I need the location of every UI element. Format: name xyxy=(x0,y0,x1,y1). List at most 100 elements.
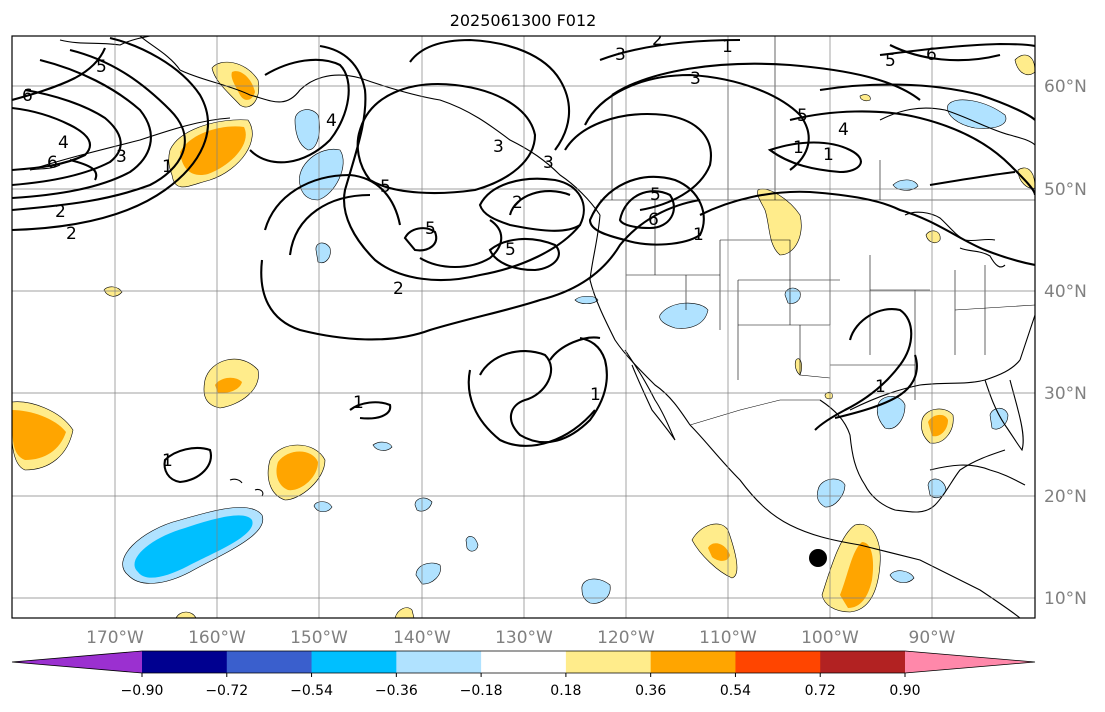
positive-anomaly-patch xyxy=(824,391,833,400)
positive-anomaly-patch xyxy=(394,607,415,618)
positive-anomaly-patch-core xyxy=(12,410,66,460)
negative-anomaly-patch xyxy=(876,396,906,430)
contour-label: 2 xyxy=(512,193,523,213)
negative-anomaly-patch xyxy=(294,109,320,151)
contour-label: 3 xyxy=(493,137,504,157)
colorbar-tick-label: −0.72 xyxy=(205,683,248,699)
negative-anomaly-patch xyxy=(574,295,599,305)
lat-label: 10°N xyxy=(1044,589,1087,609)
positive-anomaly-patch-core xyxy=(708,543,730,561)
colorbar-segment xyxy=(396,651,482,673)
contour-label: 5 xyxy=(797,106,808,126)
contour-label: 5 xyxy=(650,185,661,205)
colorbar-segment xyxy=(311,651,397,673)
colorbar-extend-min xyxy=(12,651,142,673)
contour-label: 6 xyxy=(47,153,58,173)
colorbar-tick-label: −0.54 xyxy=(290,683,333,699)
contour-label: 2 xyxy=(66,224,77,244)
lat-label: 20°N xyxy=(1044,487,1087,507)
negative-anomaly-patch-core xyxy=(134,515,253,578)
lat-label: 60°N xyxy=(1044,77,1087,97)
contour-lines xyxy=(12,36,1035,484)
colorbar-tick-label: −0.36 xyxy=(375,683,418,699)
anomaly-shading xyxy=(12,54,1035,618)
contour-label: 1 xyxy=(875,377,886,397)
contour-label: 5 xyxy=(96,57,107,77)
positive-anomaly-patch xyxy=(757,188,802,256)
lon-label: 120°W xyxy=(597,628,655,648)
contour-label: 5 xyxy=(425,219,436,239)
lon-label: 170°W xyxy=(86,628,144,648)
colorbar-tick-label: 0.18 xyxy=(550,683,581,699)
colorbar-tick-label: 0.54 xyxy=(720,683,751,699)
contour-label: 5 xyxy=(380,177,391,197)
latitude-labels: 60°N 50°N 40°N 30°N 20°N 10°N xyxy=(1044,77,1087,609)
positive-anomaly-patch-core xyxy=(231,71,255,100)
positive-anomaly-patch xyxy=(103,286,123,297)
contour-label: 3 xyxy=(116,147,127,167)
colorbar-segment xyxy=(226,651,313,673)
contour-label: 6 xyxy=(648,210,659,230)
colorbar-segment xyxy=(820,651,906,673)
contour-label: 3 xyxy=(615,45,626,65)
storm-center-dot xyxy=(809,549,827,567)
longitude-labels: 170°W 160°W 150°W 140°W 130°W 120°W 110°… xyxy=(86,628,956,648)
contour-label: 4 xyxy=(58,133,69,153)
positive-anomaly-patch xyxy=(1014,54,1035,75)
contour-label: 2 xyxy=(393,279,404,299)
contour-label: 2 xyxy=(652,30,663,50)
colorbar-tick-label: 0.90 xyxy=(889,683,920,699)
colorbar: −0.90 −0.72 −0.54 −0.36 −0.18 0.18 0.36 0.54 0.7… xyxy=(11,650,1036,699)
lat-label: 30°N xyxy=(1044,384,1087,404)
colorbar-tick-label: 0.72 xyxy=(805,683,836,699)
colorbar-tick-label: −0.90 xyxy=(121,683,164,699)
positive-anomaly-patch-core xyxy=(180,126,246,176)
contour-label: 1 xyxy=(793,138,804,158)
contour-label: 4 xyxy=(326,111,337,131)
negative-anomaly-patch xyxy=(315,242,331,263)
negative-anomaly-patch xyxy=(581,578,611,604)
positive-anomaly-patch xyxy=(925,230,941,244)
contour-label: 3 xyxy=(543,153,554,173)
lon-label: 110°W xyxy=(699,628,757,648)
colorbar-segment xyxy=(481,651,567,673)
positive-anomaly-patch-core xyxy=(215,377,242,394)
negative-anomaly-patch xyxy=(414,497,433,512)
contour-label: 1 xyxy=(353,393,364,413)
map-frame xyxy=(11,35,1036,619)
negative-anomaly-patch xyxy=(889,570,915,583)
contour-label: 1 xyxy=(693,225,704,245)
contour-label: 3 xyxy=(690,69,701,89)
positive-anomaly-patch-core xyxy=(840,542,874,608)
positive-anomaly-patch xyxy=(1017,167,1035,189)
lon-label: 100°W xyxy=(801,628,859,648)
colorbar-segment xyxy=(650,651,736,673)
positive-anomaly-patch-core xyxy=(928,414,948,437)
colorbar-extend-max xyxy=(905,651,1035,673)
contour-label: 1 xyxy=(590,385,601,405)
colorbar-segment xyxy=(565,651,652,673)
contour-label: 5 xyxy=(505,240,516,260)
map-title: 2025061300 F012 xyxy=(450,11,597,30)
contour-label: 1 xyxy=(823,145,834,165)
contour-label: 4 xyxy=(838,120,849,140)
negative-anomaly-patch xyxy=(989,407,1009,430)
contour-label: 6 xyxy=(926,45,937,65)
contour-label: 2 xyxy=(55,202,66,222)
lon-label: 90°W xyxy=(909,628,956,648)
negative-anomaly-patch xyxy=(947,99,1007,129)
lat-label: 50°N xyxy=(1044,180,1087,200)
lon-label: 150°W xyxy=(290,628,348,648)
colorbar-tick-label: −0.18 xyxy=(460,683,503,699)
negative-anomaly-patch xyxy=(372,441,393,451)
contour-label: 5 xyxy=(885,51,896,71)
lon-label: 160°W xyxy=(188,628,246,648)
contour-label: 6 xyxy=(22,86,33,106)
positive-anomaly-patch xyxy=(859,94,871,102)
contour-labels: 6 5 4 3 2 1 6 2 5 3 4 5 1 2 3 5 5 3 2 6 … xyxy=(22,30,937,471)
colorbar-segment xyxy=(735,651,821,673)
contour-label: 1 xyxy=(722,37,733,57)
negative-anomaly-patch xyxy=(784,287,801,304)
colorbar-tick-label: 0.36 xyxy=(635,683,666,699)
